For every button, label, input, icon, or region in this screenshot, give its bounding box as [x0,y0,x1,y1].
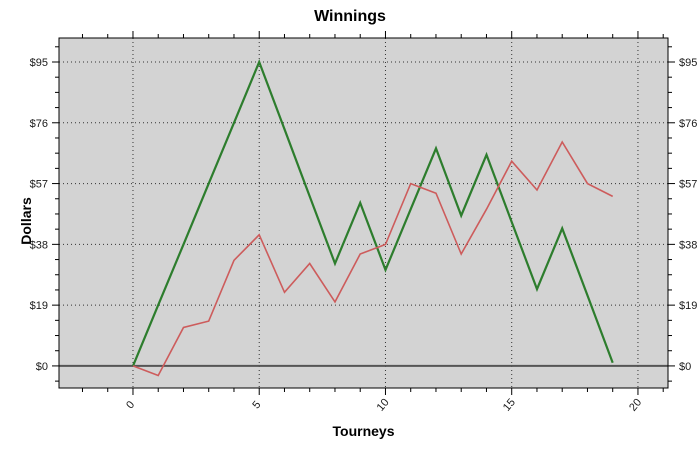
x-tick-label: 20 [627,397,644,414]
x-tick-label: 10 [375,397,392,414]
plot-border [58,37,669,389]
x-tick-label: 0 [124,399,137,411]
y-tick-label-right: $76 [679,118,697,130]
y-tick-label-left: $76 [30,118,48,130]
x-tick-label: 5 [250,399,263,411]
x-tick-label: 15 [501,397,518,414]
y-tick-label-right: $0 [679,361,691,373]
x-axis-label: Tourneys [332,423,395,439]
y-tick-label-left: $95 [30,57,48,69]
y-tick-label-right: $38 [679,239,697,251]
green-winnings-line [131,59,614,367]
y-tick-label-left: $0 [36,361,48,373]
y-tick-label-right: $95 [679,57,697,69]
y-tick-label-right: $57 [679,179,697,191]
chart-title: Winnings [314,8,386,25]
y-tick-label-right: $19 [679,300,697,312]
y-tick-label-left: $38 [30,239,48,251]
red-winnings-line [132,140,614,377]
y-tick-label-left: $19 [30,300,48,312]
y-tick-label-left: $57 [30,179,48,191]
